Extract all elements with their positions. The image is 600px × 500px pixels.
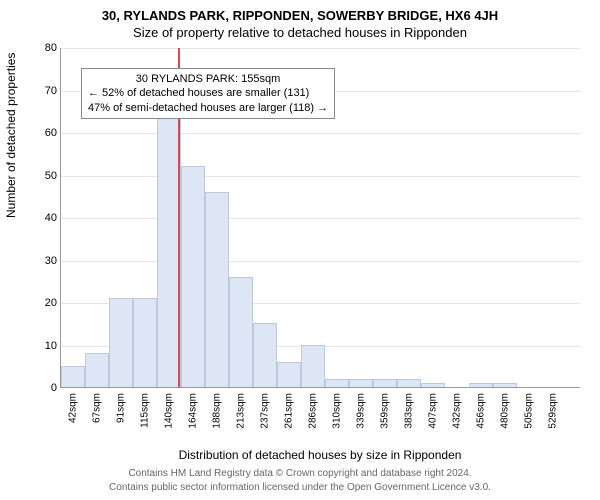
x-tick-label: 67sqm <box>92 393 103 423</box>
histogram-bar <box>253 323 277 387</box>
histogram-bar <box>61 366 85 387</box>
y-tick-label: 70 <box>33 85 57 97</box>
y-tick-label: 80 <box>33 42 57 54</box>
x-tick-label: 286sqm <box>308 393 319 429</box>
x-tick-label: 213sqm <box>236 393 247 429</box>
histogram-bar <box>325 379 349 388</box>
gridline <box>61 261 580 262</box>
histogram-bar <box>277 362 301 388</box>
histogram-bar <box>421 383 445 387</box>
x-tick-label: 115sqm <box>140 393 151 428</box>
y-tick-label: 10 <box>33 340 57 352</box>
gridline <box>61 48 580 49</box>
y-tick-label: 20 <box>33 297 57 309</box>
chart-container: 30, RYLANDS PARK, RIPPONDEN, SOWERBY BRI… <box>0 0 600 500</box>
gridline <box>61 133 580 134</box>
callout-line: ← 52% of detached houses are smaller (13… <box>88 86 328 100</box>
histogram-bar <box>349 379 373 388</box>
gridline <box>61 176 580 177</box>
chart-subtitle: Size of property relative to detached ho… <box>0 25 600 44</box>
histogram-bar <box>397 379 421 388</box>
x-tick-label: 91sqm <box>116 393 127 423</box>
x-tick-label: 261sqm <box>284 393 295 429</box>
x-tick-label: 237sqm <box>260 393 271 429</box>
x-tick-label: 188sqm <box>212 393 223 429</box>
histogram-bar <box>469 383 493 387</box>
x-axis-label: Distribution of detached houses by size … <box>60 448 580 462</box>
callout-line: 30 RYLANDS PARK: 155sqm <box>88 72 328 86</box>
y-tick-label: 60 <box>33 127 57 139</box>
x-tick-label: 505sqm <box>524 393 535 429</box>
x-tick-label: 529sqm <box>548 393 559 429</box>
callout-line: 47% of semi-detached houses are larger (… <box>88 101 328 115</box>
x-tick-label: 456sqm <box>476 393 487 429</box>
footer-line-1: Contains HM Land Registry data © Crown c… <box>0 468 600 479</box>
x-tick-label: 359sqm <box>380 393 391 429</box>
chart-title: 30, RYLANDS PARK, RIPPONDEN, SOWERBY BRI… <box>0 0 600 25</box>
gridline <box>61 218 580 219</box>
callout-box: 30 RYLANDS PARK: 155sqm← 52% of detached… <box>81 68 335 119</box>
x-tick-label: 407sqm <box>428 393 439 429</box>
y-tick-label: 30 <box>33 255 57 267</box>
histogram-bar <box>205 192 229 388</box>
histogram-bar <box>229 277 253 388</box>
x-tick-label: 140sqm <box>164 393 175 429</box>
y-tick-label: 40 <box>33 212 57 224</box>
histogram-bar <box>109 298 133 387</box>
x-tick-label: 480sqm <box>500 393 511 429</box>
histogram-bar <box>493 383 517 387</box>
x-tick-label: 164sqm <box>188 393 199 429</box>
x-tick-label: 383sqm <box>404 393 415 429</box>
x-tick-label: 42sqm <box>68 393 79 423</box>
histogram-bar <box>373 379 397 388</box>
y-tick-label: 0 <box>33 382 57 394</box>
histogram-bar <box>301 345 325 388</box>
plot-area: 0102030405060708042sqm67sqm91sqm115sqm14… <box>60 48 580 388</box>
x-tick-label: 432sqm <box>452 393 463 429</box>
x-tick-label: 310sqm <box>332 393 343 429</box>
histogram-bar <box>133 298 157 387</box>
y-tick-label: 50 <box>33 170 57 182</box>
histogram-bar <box>85 353 109 387</box>
y-axis-label: Number of detached properties <box>4 53 18 218</box>
footer-line-2: Contains public sector information licen… <box>0 482 600 493</box>
histogram-bar <box>181 166 205 387</box>
x-tick-label: 339sqm <box>356 393 367 429</box>
